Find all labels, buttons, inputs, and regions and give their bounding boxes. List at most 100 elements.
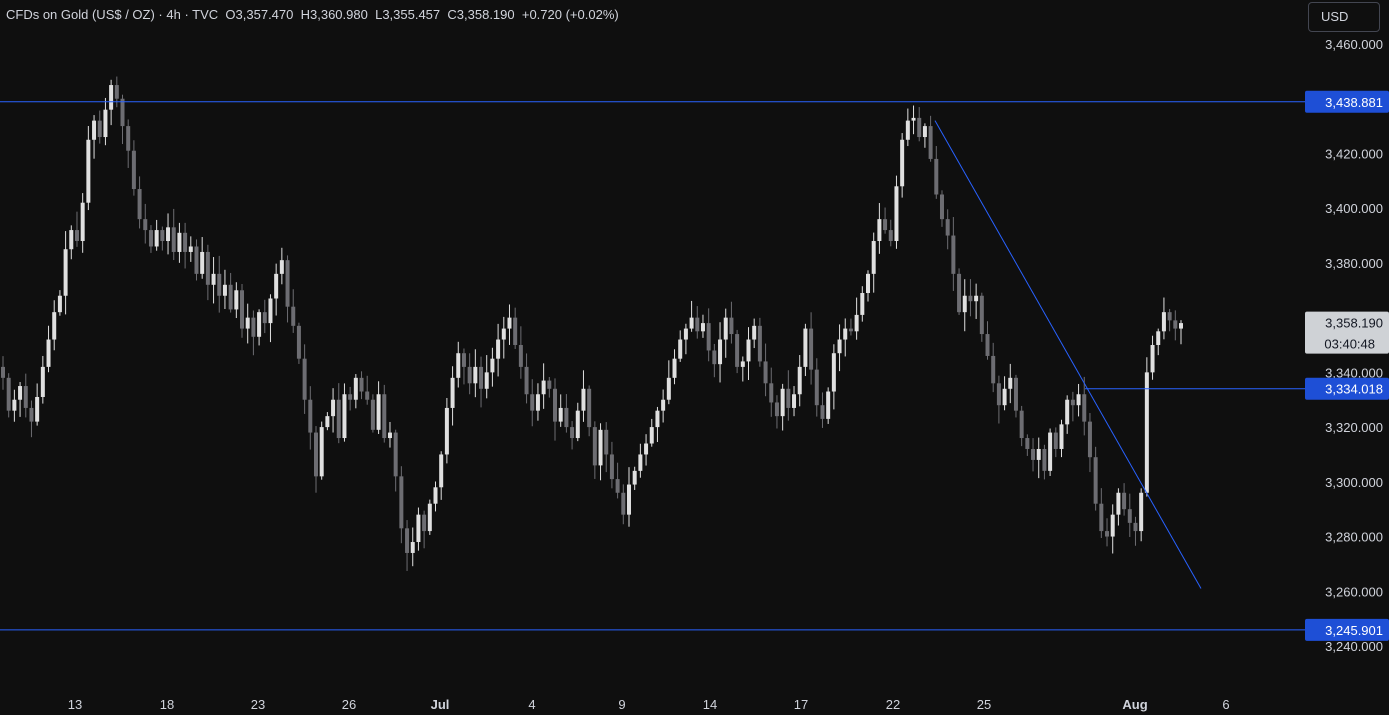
candle-body: [780, 388, 785, 417]
candle: [524, 353, 529, 404]
candle: [399, 466, 404, 544]
y-tick-label: 3,240.000: [1325, 639, 1383, 654]
bar-countdown-label: 03:40:48: [1324, 337, 1375, 352]
candle-body: [638, 454, 643, 471]
candle: [205, 244, 210, 301]
candle: [689, 300, 694, 332]
candle: [376, 381, 381, 434]
candle: [996, 375, 1001, 424]
candle-body: [251, 317, 256, 337]
candle-body: [1065, 399, 1070, 425]
candle-body: [632, 470, 637, 485]
candle: [188, 236, 193, 262]
candle-body: [518, 345, 523, 367]
candle-body: [57, 295, 62, 313]
candle: [479, 356, 484, 408]
candle-body: [177, 232, 182, 252]
candle-body: [1059, 424, 1064, 449]
candle-body: [820, 405, 825, 419]
candle-body: [974, 295, 979, 302]
candle: [905, 108, 910, 147]
low-label: L: [375, 7, 383, 22]
candle-body: [268, 298, 273, 324]
candle-body: [871, 241, 876, 274]
y-tick-label: 3,460.000: [1325, 37, 1383, 52]
trendline-segment[interactable]: [934, 120, 1202, 589]
candle: [183, 222, 188, 269]
candle-body: [558, 407, 563, 422]
candle-body: [752, 325, 757, 340]
candle-body: [1082, 394, 1087, 422]
candle: [63, 231, 68, 315]
candle-body: [507, 317, 512, 329]
candle-body: [609, 454, 614, 480]
y-tick-label: 3,340.000: [1325, 365, 1383, 380]
candle-body: [1, 366, 5, 378]
candle: [518, 326, 523, 379]
candle: [29, 400, 34, 438]
x-tick-label: 18: [160, 697, 174, 712]
candle-body: [1156, 331, 1161, 345]
candle: [501, 316, 506, 359]
candle-body: [467, 366, 472, 384]
candle: [547, 376, 552, 398]
candle-body: [1031, 448, 1036, 460]
candle: [1042, 444, 1047, 480]
candle: [291, 289, 296, 333]
candle: [843, 318, 848, 357]
candle-body: [535, 394, 540, 411]
candle: [814, 358, 819, 417]
candle-body: [109, 85, 114, 110]
candle: [587, 385, 592, 437]
candle-body: [194, 246, 199, 274]
candle-body: [405, 528, 410, 553]
candle-body: [1179, 323, 1183, 329]
candle: [171, 208, 176, 261]
candle-body: [524, 366, 529, 395]
candle-body: [359, 377, 364, 392]
candle-body: [1173, 320, 1178, 329]
candle-body: [848, 328, 853, 332]
symbol-name: CFDs on Gold (US$ / OZ): [6, 7, 155, 22]
low-value: 3,355.457: [382, 7, 441, 22]
candle-body: [877, 219, 882, 242]
candle-body: [245, 317, 250, 329]
candle-body: [769, 383, 774, 403]
candle-body: [1093, 457, 1098, 504]
candle-body: [188, 246, 193, 252]
currency-button[interactable]: USD: [1308, 2, 1380, 32]
candle: [405, 520, 410, 571]
candle-body: [228, 284, 233, 310]
candle: [194, 239, 199, 281]
candle-body: [700, 323, 705, 332]
candle: [285, 255, 290, 323]
candle: [774, 395, 779, 429]
candle: [245, 303, 250, 344]
candle: [826, 387, 831, 424]
candle-body: [803, 328, 808, 367]
candle: [752, 318, 757, 349]
candle-body: [615, 479, 620, 493]
candle-body: [1099, 503, 1104, 532]
candle-body: [1116, 492, 1121, 515]
candle: [1076, 383, 1081, 417]
candle: [1082, 376, 1087, 436]
candle: [985, 321, 990, 360]
candle: [308, 386, 313, 450]
candle: [700, 314, 705, 338]
candle: [553, 378, 558, 441]
candle-body: [302, 358, 307, 400]
candle-body: [979, 295, 984, 335]
candle-body: [171, 227, 176, 252]
candle-body: [240, 290, 245, 329]
candle-body: [809, 328, 814, 370]
candle-body: [996, 383, 1001, 406]
candle-body: [1110, 514, 1115, 537]
candle: [809, 312, 814, 385]
candle-body: [917, 117, 922, 138]
candle: [342, 383, 347, 442]
candle: [450, 366, 455, 426]
candle-body: [621, 492, 626, 515]
candle-body: [217, 273, 222, 296]
